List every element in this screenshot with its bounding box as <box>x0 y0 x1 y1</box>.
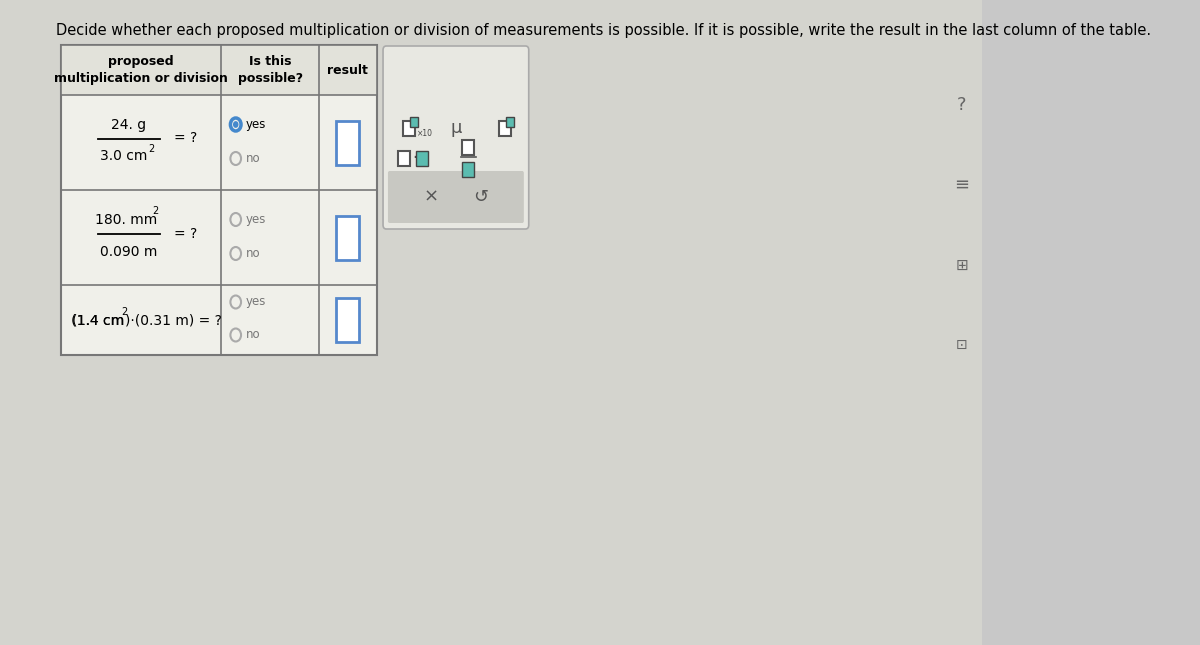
FancyBboxPatch shape <box>336 121 359 164</box>
FancyBboxPatch shape <box>336 215 359 259</box>
Text: no: no <box>246 152 260 165</box>
FancyBboxPatch shape <box>398 150 410 166</box>
FancyBboxPatch shape <box>416 150 428 166</box>
FancyBboxPatch shape <box>410 117 419 127</box>
FancyBboxPatch shape <box>506 117 514 127</box>
Text: ·: · <box>413 149 418 167</box>
Text: ≡: ≡ <box>954 176 970 194</box>
Text: ×10: ×10 <box>416 128 433 137</box>
Text: Decide whether each proposed multiplication or division of measurements is possi: Decide whether each proposed multiplicat… <box>55 23 1151 37</box>
FancyBboxPatch shape <box>403 121 415 135</box>
Text: (1.4 cm: (1.4 cm <box>71 313 125 327</box>
Text: $(1.4\ \mathrm{cm}$: $(1.4\ \mathrm{cm}$ <box>71 312 125 328</box>
Text: proposed
multiplication or division: proposed multiplication or division <box>54 55 228 85</box>
Text: yes: yes <box>246 118 266 131</box>
Text: 180. mm: 180. mm <box>95 212 157 226</box>
Text: 0.090 m: 0.090 m <box>101 244 157 259</box>
Text: no: no <box>246 328 260 341</box>
Text: ⊞: ⊞ <box>955 257 968 272</box>
Text: )·(0.31 m) = ?: )·(0.31 m) = ? <box>125 313 222 327</box>
Text: ?: ? <box>956 96 966 114</box>
Text: result: result <box>328 63 368 77</box>
FancyBboxPatch shape <box>61 45 377 355</box>
FancyBboxPatch shape <box>0 0 982 645</box>
Text: μ: μ <box>450 119 462 137</box>
FancyBboxPatch shape <box>383 46 529 229</box>
Text: ×: × <box>424 188 439 206</box>
FancyBboxPatch shape <box>336 298 359 342</box>
Text: 2: 2 <box>149 143 155 154</box>
Text: 2: 2 <box>152 206 158 217</box>
Text: no: no <box>246 247 260 260</box>
Text: Is this
possible?: Is this possible? <box>238 55 302 85</box>
Text: 3.0 cm: 3.0 cm <box>101 150 148 163</box>
FancyBboxPatch shape <box>499 121 511 135</box>
Text: = ?: = ? <box>174 226 197 241</box>
FancyBboxPatch shape <box>61 45 377 95</box>
Text: yes: yes <box>246 213 266 226</box>
Text: ↺: ↺ <box>473 188 488 206</box>
Circle shape <box>233 121 239 128</box>
Text: 24. g: 24. g <box>112 117 146 132</box>
FancyBboxPatch shape <box>388 171 524 223</box>
Text: = ?: = ? <box>174 132 197 146</box>
FancyBboxPatch shape <box>462 161 474 177</box>
Text: ⊡: ⊡ <box>956 338 967 352</box>
FancyBboxPatch shape <box>462 139 474 155</box>
Text: yes: yes <box>246 295 266 308</box>
Text: 2: 2 <box>121 307 127 317</box>
